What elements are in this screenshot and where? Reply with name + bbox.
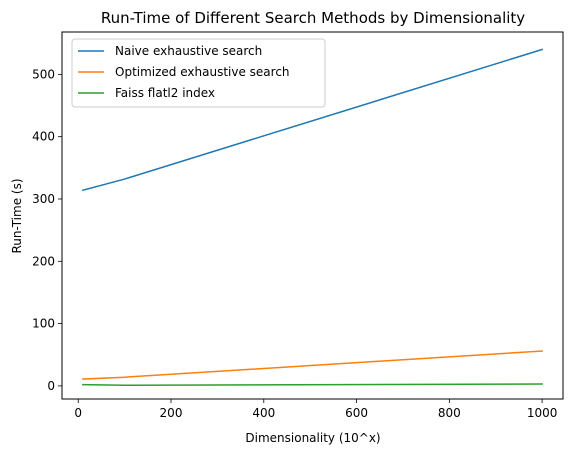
legend-label-3: Faiss flatl2 index [115, 86, 215, 100]
legend-box [71, 38, 326, 108]
x-tick-label: 600 [345, 406, 368, 420]
y-axis-label: Run-Time (s) [10, 178, 24, 253]
y-tick-label: 200 [32, 254, 55, 268]
x-axis-label: Dimensionality (10^x) [245, 431, 380, 445]
y-tick-label: 100 [32, 317, 55, 331]
legend-label-1: Naive exhaustive search [115, 44, 262, 58]
plot-lines [81, 48, 544, 387]
series-line-3 [82, 383, 543, 387]
y-tick-label: 300 [32, 192, 55, 206]
series-line-2 [82, 350, 543, 380]
x-tick-label: 1000 [527, 406, 558, 420]
legend-items: Naive exhaustive search Optimized exhaust… [78, 44, 290, 100]
x-tick-label: 400 [252, 406, 275, 420]
y-tick-label: 0 [47, 379, 55, 393]
legend: Naive exhaustive search Optimized exhaust… [71, 38, 326, 108]
y-tick-label: 400 [32, 130, 55, 144]
y-axis-ticks: 0 100 200 300 400 500 [32, 67, 62, 393]
x-tick-label: 800 [438, 406, 461, 420]
legend-label-2: Optimized exhaustive search [115, 65, 290, 79]
x-axis-ticks: 0 200 400 600 800 1000 [74, 399, 557, 420]
y-tick-label: 500 [32, 67, 55, 81]
plot-frame [61, 31, 564, 400]
series-line-1 [81, 48, 544, 192]
x-tick-label: 0 [74, 406, 82, 420]
x-tick-label: 200 [160, 406, 183, 420]
chart-title: Run-Time of Different Search Methods by … [101, 9, 525, 27]
